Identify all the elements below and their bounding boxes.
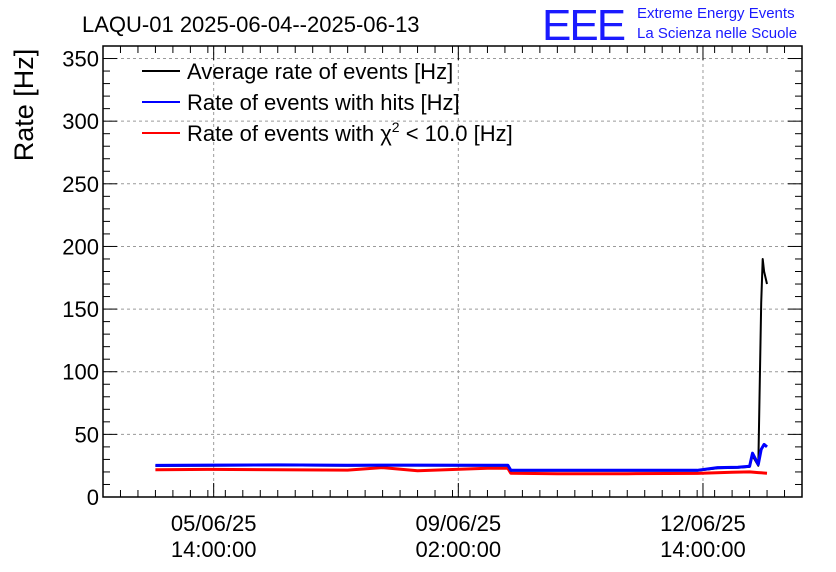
x-tick-label-time: 14:00:00: [660, 537, 746, 562]
x-tick-label-date: 12/06/25: [660, 511, 746, 536]
y-tick-label: 200: [62, 234, 99, 259]
legend: Average rate of events [Hz] Rate of even…: [142, 59, 513, 146]
grid: [103, 46, 802, 497]
y-tick-label: 100: [62, 360, 99, 385]
legend-chi2-prefix: Rate of events with: [187, 121, 380, 146]
y-tick-label: 50: [75, 422, 99, 447]
legend-label-hits: Rate of events with hits [Hz]: [187, 90, 460, 115]
series-line-average: [155, 258, 768, 472]
y-tick-label: 0: [87, 485, 99, 510]
chart-title: LAQU-01 2025-06-04--2025-06-13: [82, 12, 420, 37]
series-layer: [155, 258, 768, 476]
logo-line-2: La Scienza nelle Scuole: [637, 25, 797, 42]
eee-logo: EEE: [542, 1, 625, 50]
y-axis-title: Rate [Hz]: [9, 49, 39, 162]
series-line-hits: [155, 442, 768, 472]
y-tick-label: 150: [62, 297, 99, 322]
legend-chi2-exp: 2: [392, 119, 400, 135]
legend-label-chi2: Rate of events with χ2 < 10.0 [Hz]: [187, 119, 513, 146]
y-tick-label: 300: [62, 109, 99, 134]
y-tick-label: 350: [62, 47, 99, 72]
legend-label-average: Average rate of events [Hz]: [187, 59, 453, 84]
legend-chi2-suffix: < 10.0 [Hz]: [400, 121, 513, 146]
legend-chi2-symbol: χ: [380, 121, 392, 146]
x-tick-label-time: 14:00:00: [171, 537, 257, 562]
x-tick-label-date: 05/06/25: [171, 511, 257, 536]
logo-line-1: Extreme Energy Events: [637, 5, 795, 22]
series-line-chi2: [155, 466, 768, 476]
y-tick-label: 250: [62, 172, 99, 197]
x-tick-label-date: 09/06/25: [416, 511, 502, 536]
ticks: 05010015020025030035005/06/2514:00:0009/…: [62, 45, 803, 562]
x-tick-label-time: 02:00:00: [416, 537, 502, 562]
